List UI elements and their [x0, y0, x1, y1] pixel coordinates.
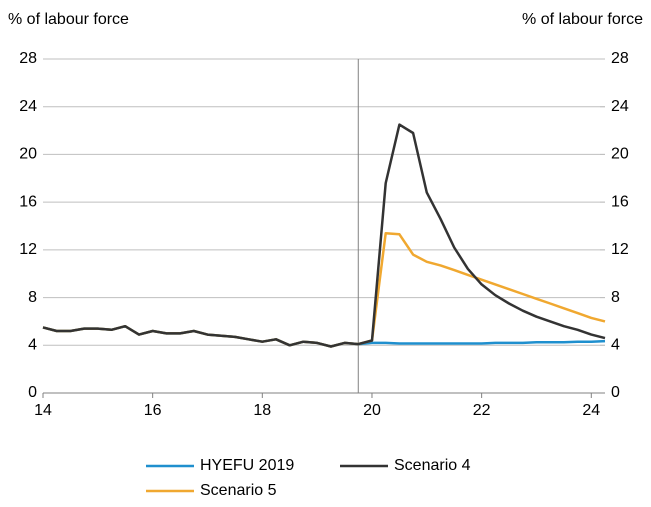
y-tick-label: 0: [28, 384, 37, 401]
x-tick-label: 20: [363, 402, 381, 419]
x-tick-label: 18: [253, 402, 271, 419]
legend-label: Scenario 5: [200, 482, 277, 499]
y2-tick-label: 12: [611, 241, 629, 258]
y2-tick-label: 16: [611, 193, 629, 210]
y2-axis-label: % of labour force: [522, 11, 643, 28]
legend-label: Scenario 4: [394, 457, 471, 474]
y-tick-label: 4: [28, 337, 37, 354]
series-line: [42, 123, 606, 348]
y2-tick-label: 8: [611, 289, 620, 306]
y2-tick-label: 4: [611, 337, 620, 354]
x-tick-label: 22: [473, 402, 491, 419]
y2-tick-label: 20: [611, 146, 629, 163]
y-tick-label: 12: [19, 241, 37, 258]
y2-tick-label: 28: [611, 50, 629, 67]
y-axis-label: % of labour force: [8, 11, 129, 28]
legend-label: HYEFU 2019: [200, 457, 294, 474]
x-tick-label: 14: [34, 402, 52, 419]
y-tick-label: 8: [28, 289, 37, 306]
y-tick-label: 28: [19, 50, 37, 67]
y2-tick-label: 0: [611, 384, 620, 401]
y-tick-label: 24: [19, 98, 37, 115]
y-tick-label: 20: [19, 146, 37, 163]
x-tick-label: 16: [144, 402, 162, 419]
y2-tick-label: 24: [611, 98, 629, 115]
y-tick-label: 16: [19, 193, 37, 210]
x-tick-label: 24: [582, 402, 600, 419]
